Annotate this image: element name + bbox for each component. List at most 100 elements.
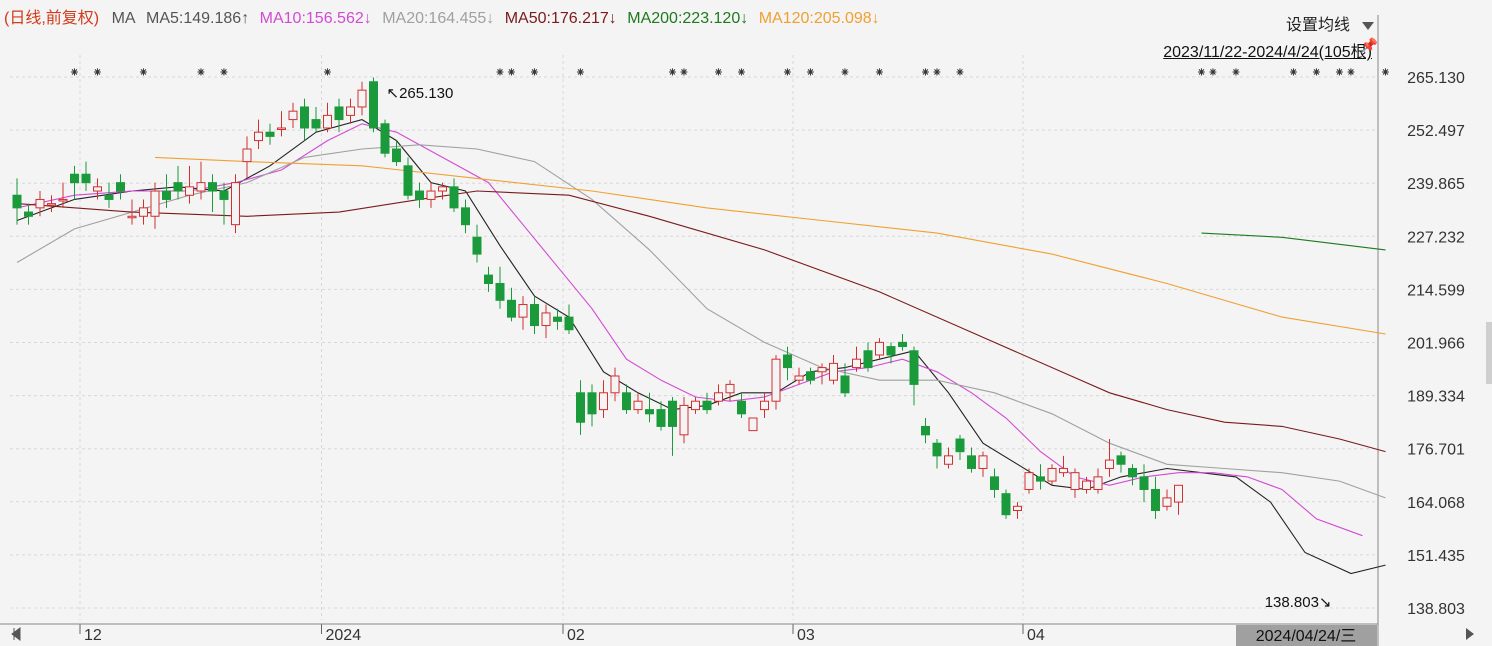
down-candle xyxy=(507,299,516,318)
event-marker-icon: ⁕ xyxy=(1311,65,1322,80)
up-candle xyxy=(518,304,528,318)
y-tick-label: 151.435 xyxy=(1407,548,1465,565)
y-tick-label: 189.334 xyxy=(1407,389,1465,406)
ma5-label: MA5:149.186↑ xyxy=(146,10,250,27)
ma-label: MA xyxy=(111,10,136,27)
event-marker-icon: ⁕ xyxy=(1380,65,1391,80)
down-candle xyxy=(668,400,677,427)
y-tick-label: 201.966 xyxy=(1407,336,1465,353)
down-candle xyxy=(553,316,562,322)
low-price-label: 138.803↘ xyxy=(1265,594,1332,611)
down-candle xyxy=(967,455,976,469)
cursor-date-box xyxy=(1236,625,1377,646)
event-marker-icon: ⁕ xyxy=(805,65,816,80)
event-marker-icon: ⁕ xyxy=(736,65,747,80)
down-candle xyxy=(622,392,631,411)
scrollbar-thumb[interactable] xyxy=(1486,322,1492,384)
x-tick-label: 12 xyxy=(84,627,102,644)
up-candle xyxy=(852,358,861,369)
down-candle xyxy=(737,400,746,415)
y-tick-label: 164.068 xyxy=(1407,495,1465,512)
down-candle xyxy=(564,316,574,331)
down-candle xyxy=(472,236,482,255)
event-marker-icon: ⁕ xyxy=(782,65,793,80)
up-candle xyxy=(978,455,988,469)
event-marker-icon: ⁕ xyxy=(1196,65,1207,80)
event-marker-icon: ⁕ xyxy=(679,65,690,80)
down-candle xyxy=(116,182,125,192)
up-candle xyxy=(1070,472,1080,490)
event-marker-icon: ⁕ xyxy=(1334,65,1345,80)
up-candle xyxy=(288,110,298,121)
up-candle xyxy=(1024,472,1034,490)
down-candle xyxy=(587,392,597,415)
event-marker-icon: ⁕ xyxy=(219,65,230,80)
down-candle xyxy=(576,392,585,423)
up-candle xyxy=(691,400,700,411)
down-candle xyxy=(369,81,378,129)
up-candle xyxy=(748,417,758,432)
down-candle xyxy=(990,476,999,490)
down-candle xyxy=(415,190,424,200)
down-candle xyxy=(840,375,850,394)
down-candle xyxy=(1116,455,1126,465)
up-candle xyxy=(1013,505,1022,511)
pin-icon[interactable]: 📌 xyxy=(1360,37,1378,53)
event-marker-icon: ⁕ xyxy=(322,65,333,80)
up-candle xyxy=(254,131,263,142)
down-candle xyxy=(932,442,942,457)
down-candle xyxy=(81,173,91,184)
down-candle xyxy=(806,371,815,381)
down-candle xyxy=(300,106,309,129)
up-candle xyxy=(1047,467,1057,482)
mode-label: (日线,前复权) xyxy=(4,10,100,27)
up-candle xyxy=(47,203,56,206)
ma120-line xyxy=(154,156,1386,335)
ma10-label: MA10:156.562↓ xyxy=(259,10,372,27)
up-candle xyxy=(139,207,148,217)
down-candle xyxy=(921,425,930,436)
down-candle xyxy=(909,350,919,385)
high-price-label: ↖265.130 xyxy=(387,85,454,102)
chevron-down-icon xyxy=(1362,21,1374,30)
up-candle xyxy=(794,375,804,381)
up-candle xyxy=(127,215,137,219)
down-candle xyxy=(495,283,505,301)
up-candle xyxy=(346,106,355,116)
down-candle xyxy=(1036,476,1045,482)
up-candle xyxy=(760,400,769,411)
up-candle xyxy=(185,186,194,196)
right-arrow-icon[interactable] xyxy=(1466,628,1474,640)
y-tick-label: 227.232 xyxy=(1407,229,1465,246)
event-marker-icon: ⁕ xyxy=(1288,65,1299,80)
up-candle xyxy=(231,182,240,226)
event-marker-icon: ⁕ xyxy=(840,65,851,80)
up-candle xyxy=(357,89,367,108)
down-candle xyxy=(173,182,183,192)
event-marker-icon: ⁕ xyxy=(506,65,517,80)
down-candle xyxy=(530,304,539,327)
ma50-line xyxy=(16,190,1386,453)
up-candle xyxy=(35,198,45,209)
down-candle xyxy=(311,119,321,129)
up-candle xyxy=(1105,459,1114,469)
ma200-label: MA200:223.120↓ xyxy=(627,10,749,27)
up-candle xyxy=(1174,484,1183,503)
left-arrow-icon[interactable] xyxy=(11,627,21,641)
event-marker-icon: ⁕ xyxy=(713,65,724,80)
set-ma-button[interactable]: 设置均线 xyxy=(1286,11,1374,35)
y-tick-label: 138.803 xyxy=(1407,601,1465,618)
up-candle xyxy=(599,392,608,411)
down-candle xyxy=(1001,493,1011,516)
event-marker-icon: ⁕ xyxy=(920,65,931,80)
down-candle xyxy=(265,131,275,137)
up-candle xyxy=(277,127,286,130)
ma-legend: (日线,前复权) MA MA5:149.186↑ MA10:156.562↓ M… xyxy=(4,8,886,30)
x-tick-label: 2024 xyxy=(326,627,362,644)
event-marker-icon: ⁕ xyxy=(529,65,540,80)
down-candle xyxy=(461,207,470,226)
up-candle xyxy=(58,198,68,202)
up-candle xyxy=(93,186,102,192)
down-candle xyxy=(219,190,229,200)
